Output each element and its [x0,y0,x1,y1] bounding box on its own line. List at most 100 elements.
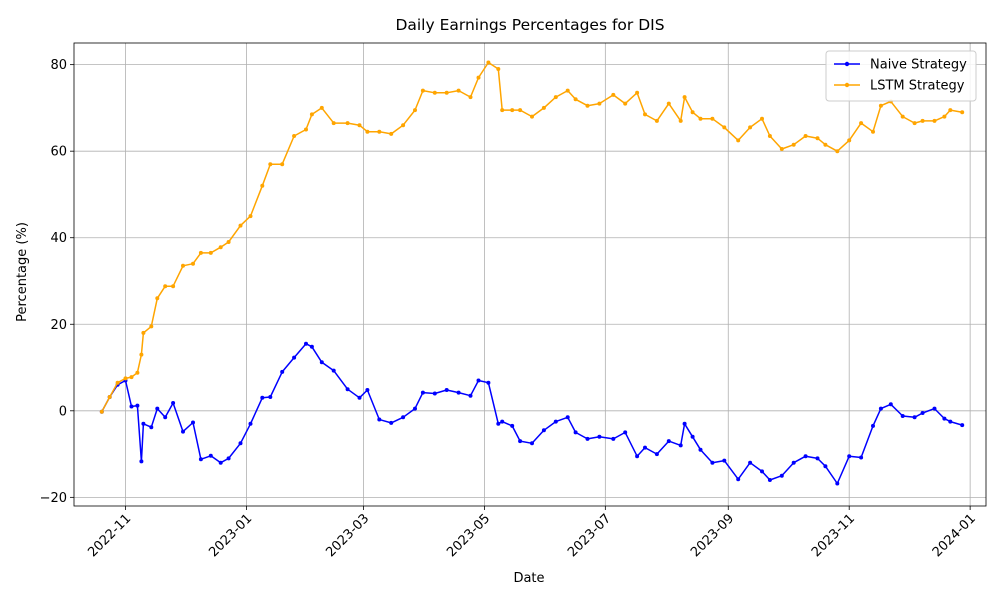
data-point [377,129,382,134]
data-point [948,419,953,424]
data-point [530,114,534,119]
data-point [900,114,905,119]
data-point [401,415,406,420]
data-point [413,406,417,411]
data-point [698,116,703,121]
data-point [198,457,203,462]
data-point [238,441,243,446]
data-point [871,129,875,134]
data-point [500,108,505,113]
data-point [847,454,852,459]
data-point [835,481,840,486]
data-point [942,416,947,421]
y-tick-label: 40 [50,231,67,246]
data-point [444,90,449,95]
data-point [319,360,324,365]
data-point [218,460,223,465]
data-point [760,469,764,474]
data-point [401,123,406,128]
data-point [99,409,104,414]
data-point [226,240,231,244]
data-point [678,443,683,448]
data-point [643,112,647,117]
data-point [960,110,965,115]
data-point [736,477,741,482]
data-point [541,105,546,110]
data-point [444,388,449,392]
data-point [260,395,265,400]
data-point [835,149,840,154]
data-point [468,95,473,100]
y-tick-label: 0 [59,404,67,419]
data-point [541,428,546,433]
data-point [900,414,905,418]
data-point [141,330,146,335]
data-point [163,415,168,420]
data-point [365,388,370,392]
data-point [496,67,501,71]
data-point [585,103,590,108]
data-point [682,95,687,100]
data-point [791,460,796,465]
data-point [149,324,154,329]
data-point [823,464,828,469]
data-point [710,460,715,465]
data-point [888,402,893,407]
data-point [847,138,852,143]
data-point [365,129,370,134]
data-point [779,473,784,478]
data-point [309,112,314,117]
legend-box [825,50,977,102]
data-point [878,103,883,108]
data-point [135,403,140,408]
data-point [666,101,671,106]
legend: Naive Strategy LSTM Strategy [825,50,977,102]
data-point [292,134,297,138]
data-point [191,420,195,425]
data-point [149,425,154,430]
data-point [654,452,659,457]
data-point [920,411,925,415]
data-point [878,406,883,411]
data-point [115,380,120,385]
data-point [486,60,491,65]
data-point [331,368,336,373]
data-point [748,460,753,465]
data-point [710,116,715,121]
series-0 [99,341,965,486]
data-point [155,406,160,411]
data-point [823,142,828,147]
data-point [208,453,213,458]
data-point [510,108,515,113]
y-tick-label: 60 [50,145,67,160]
data-point [345,121,350,126]
data-point [135,370,140,375]
legend-swatch-marker [844,82,850,88]
data-point [553,419,558,424]
y-tick-label: −20 [40,491,67,506]
data-point [690,110,695,115]
data-point [666,439,671,444]
data-point [377,417,382,422]
data-point [139,459,144,464]
data-point [803,134,808,138]
data-point [871,423,875,428]
data-point [767,134,772,138]
data-point [226,456,231,461]
data-point [767,478,772,482]
data-point [345,387,350,392]
data-point [585,436,590,441]
data-point [309,344,314,349]
data-point [623,430,628,435]
data-point [611,92,616,97]
data-point [292,355,297,360]
data-point [129,375,134,380]
y-tick-label: 80 [50,58,67,73]
data-point [500,419,505,424]
data-point [198,250,203,255]
data-point [304,341,308,346]
data-point [859,121,864,126]
data-point [518,108,523,113]
data-point [597,101,602,106]
data-point [912,121,917,126]
